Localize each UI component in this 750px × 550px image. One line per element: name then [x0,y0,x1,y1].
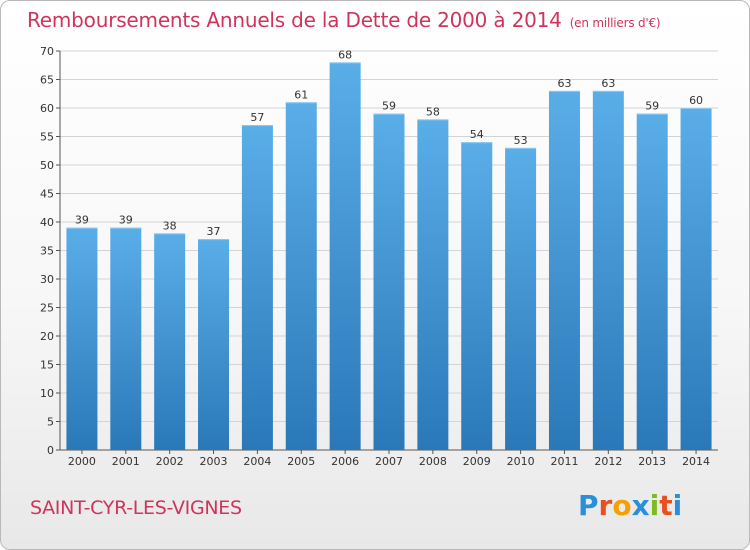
x-tick-label: 2002 [156,455,184,468]
logo-letter: r [598,489,613,522]
x-tick-label: 2005 [287,455,315,468]
bar-top-edge [548,90,580,92]
chart-title-text: Remboursements Annuels de la Dette de 20… [27,8,562,32]
chart-subtitle: (en milliers d'€) [569,16,661,30]
y-tick-label: 60 [40,102,54,115]
bar-top-edge [592,90,624,92]
bar [285,102,317,451]
bar-top-edge [461,142,493,144]
bar-top-edge [680,108,712,109]
y-tick-label: 10 [40,387,54,400]
bar-value-label: 61 [294,88,308,101]
y-tick-label: 15 [40,359,54,372]
logo-letter: P [578,489,599,522]
logo-letter: t [659,489,673,522]
bar [66,227,98,450]
bar-top-edge [505,147,537,149]
logo-letter: i [672,489,683,522]
x-tick-label: 2010 [507,455,535,468]
x-tick-label: 2006 [331,455,359,468]
proxiti-logo[interactable]: Proxiti [578,489,682,522]
x-tick-label: 2003 [200,455,228,468]
bar-value-label: 59 [645,100,659,113]
bar-value-label: 57 [250,111,264,124]
y-tick-label: 55 [40,131,54,144]
bar-top-edge [373,113,405,115]
x-tick-label: 2012 [594,455,622,468]
logo-letter: i [649,489,660,522]
bar-top-edge [66,227,98,229]
y-tick-label: 65 [40,74,54,87]
bar [592,90,624,451]
x-tick-label: 2013 [638,455,666,468]
bar-top-edge [241,125,273,127]
x-tick-label: 2008 [419,455,447,468]
bar-top-edge [110,227,142,229]
bar-value-label: 59 [382,100,396,113]
bar [241,125,273,450]
bar-value-label: 54 [470,128,484,141]
bar [110,227,142,450]
y-tick-label: 5 [47,416,54,429]
bar [461,142,493,450]
bar [154,233,186,450]
bar [680,108,712,450]
x-tick-label: 2000 [68,455,96,468]
bar [329,62,361,451]
bar-value-label: 58 [426,105,440,118]
labels: 0 5 10 15 20 25 30 35 40 45 50 55 60 65 70 39 2000 39 2001… [40,45,710,468]
bar-value-label: 63 [557,77,571,90]
x-tick-label: 2001 [112,455,140,468]
bar-value-label: 53 [514,134,528,147]
bar-value-label: 63 [601,77,615,90]
bar [636,113,668,450]
commune-name: SAINT-CYR-LES-VIGNES [30,497,242,519]
logo-letter: x [631,489,650,522]
bar-value-label: 60 [689,94,703,107]
chart-title: Remboursements Annuels de la Dette de 20… [27,8,661,32]
bar [505,147,537,450]
y-tick-label: 30 [40,273,54,286]
bar [417,119,449,451]
x-tick-label: 2004 [243,455,271,468]
y-tick-label: 35 [40,245,54,258]
bar-top-edge [417,119,449,121]
y-tick-label: 0 [47,444,54,457]
y-tick-label: 50 [40,159,54,172]
x-tick-label: 2014 [682,455,710,468]
y-tick-label: 40 [40,216,54,229]
bar [548,90,580,451]
bar-value-label: 37 [207,225,221,238]
bar-top-edge [154,233,186,235]
x-tick-label: 2011 [550,455,578,468]
bar-top-edge [198,239,230,241]
logo-letter: o [612,489,632,522]
bar-value-label: 68 [338,48,352,61]
bar-top-edge [285,102,317,104]
bar-value-label: 39 [75,214,89,227]
bar-value-label: 38 [163,219,177,232]
y-tick-label: 25 [40,302,54,315]
bars [66,62,712,451]
x-tick-label: 2007 [375,455,403,468]
bar-top-edge [636,113,668,115]
x-tick-label: 2009 [463,455,491,468]
y-tick-label: 45 [40,188,54,201]
y-tick-label: 20 [40,330,54,343]
y-tick-label: 70 [40,45,54,58]
bar-top-edge [329,62,361,64]
bar [373,113,405,450]
bar [198,239,230,450]
bar-value-label: 39 [119,214,133,227]
